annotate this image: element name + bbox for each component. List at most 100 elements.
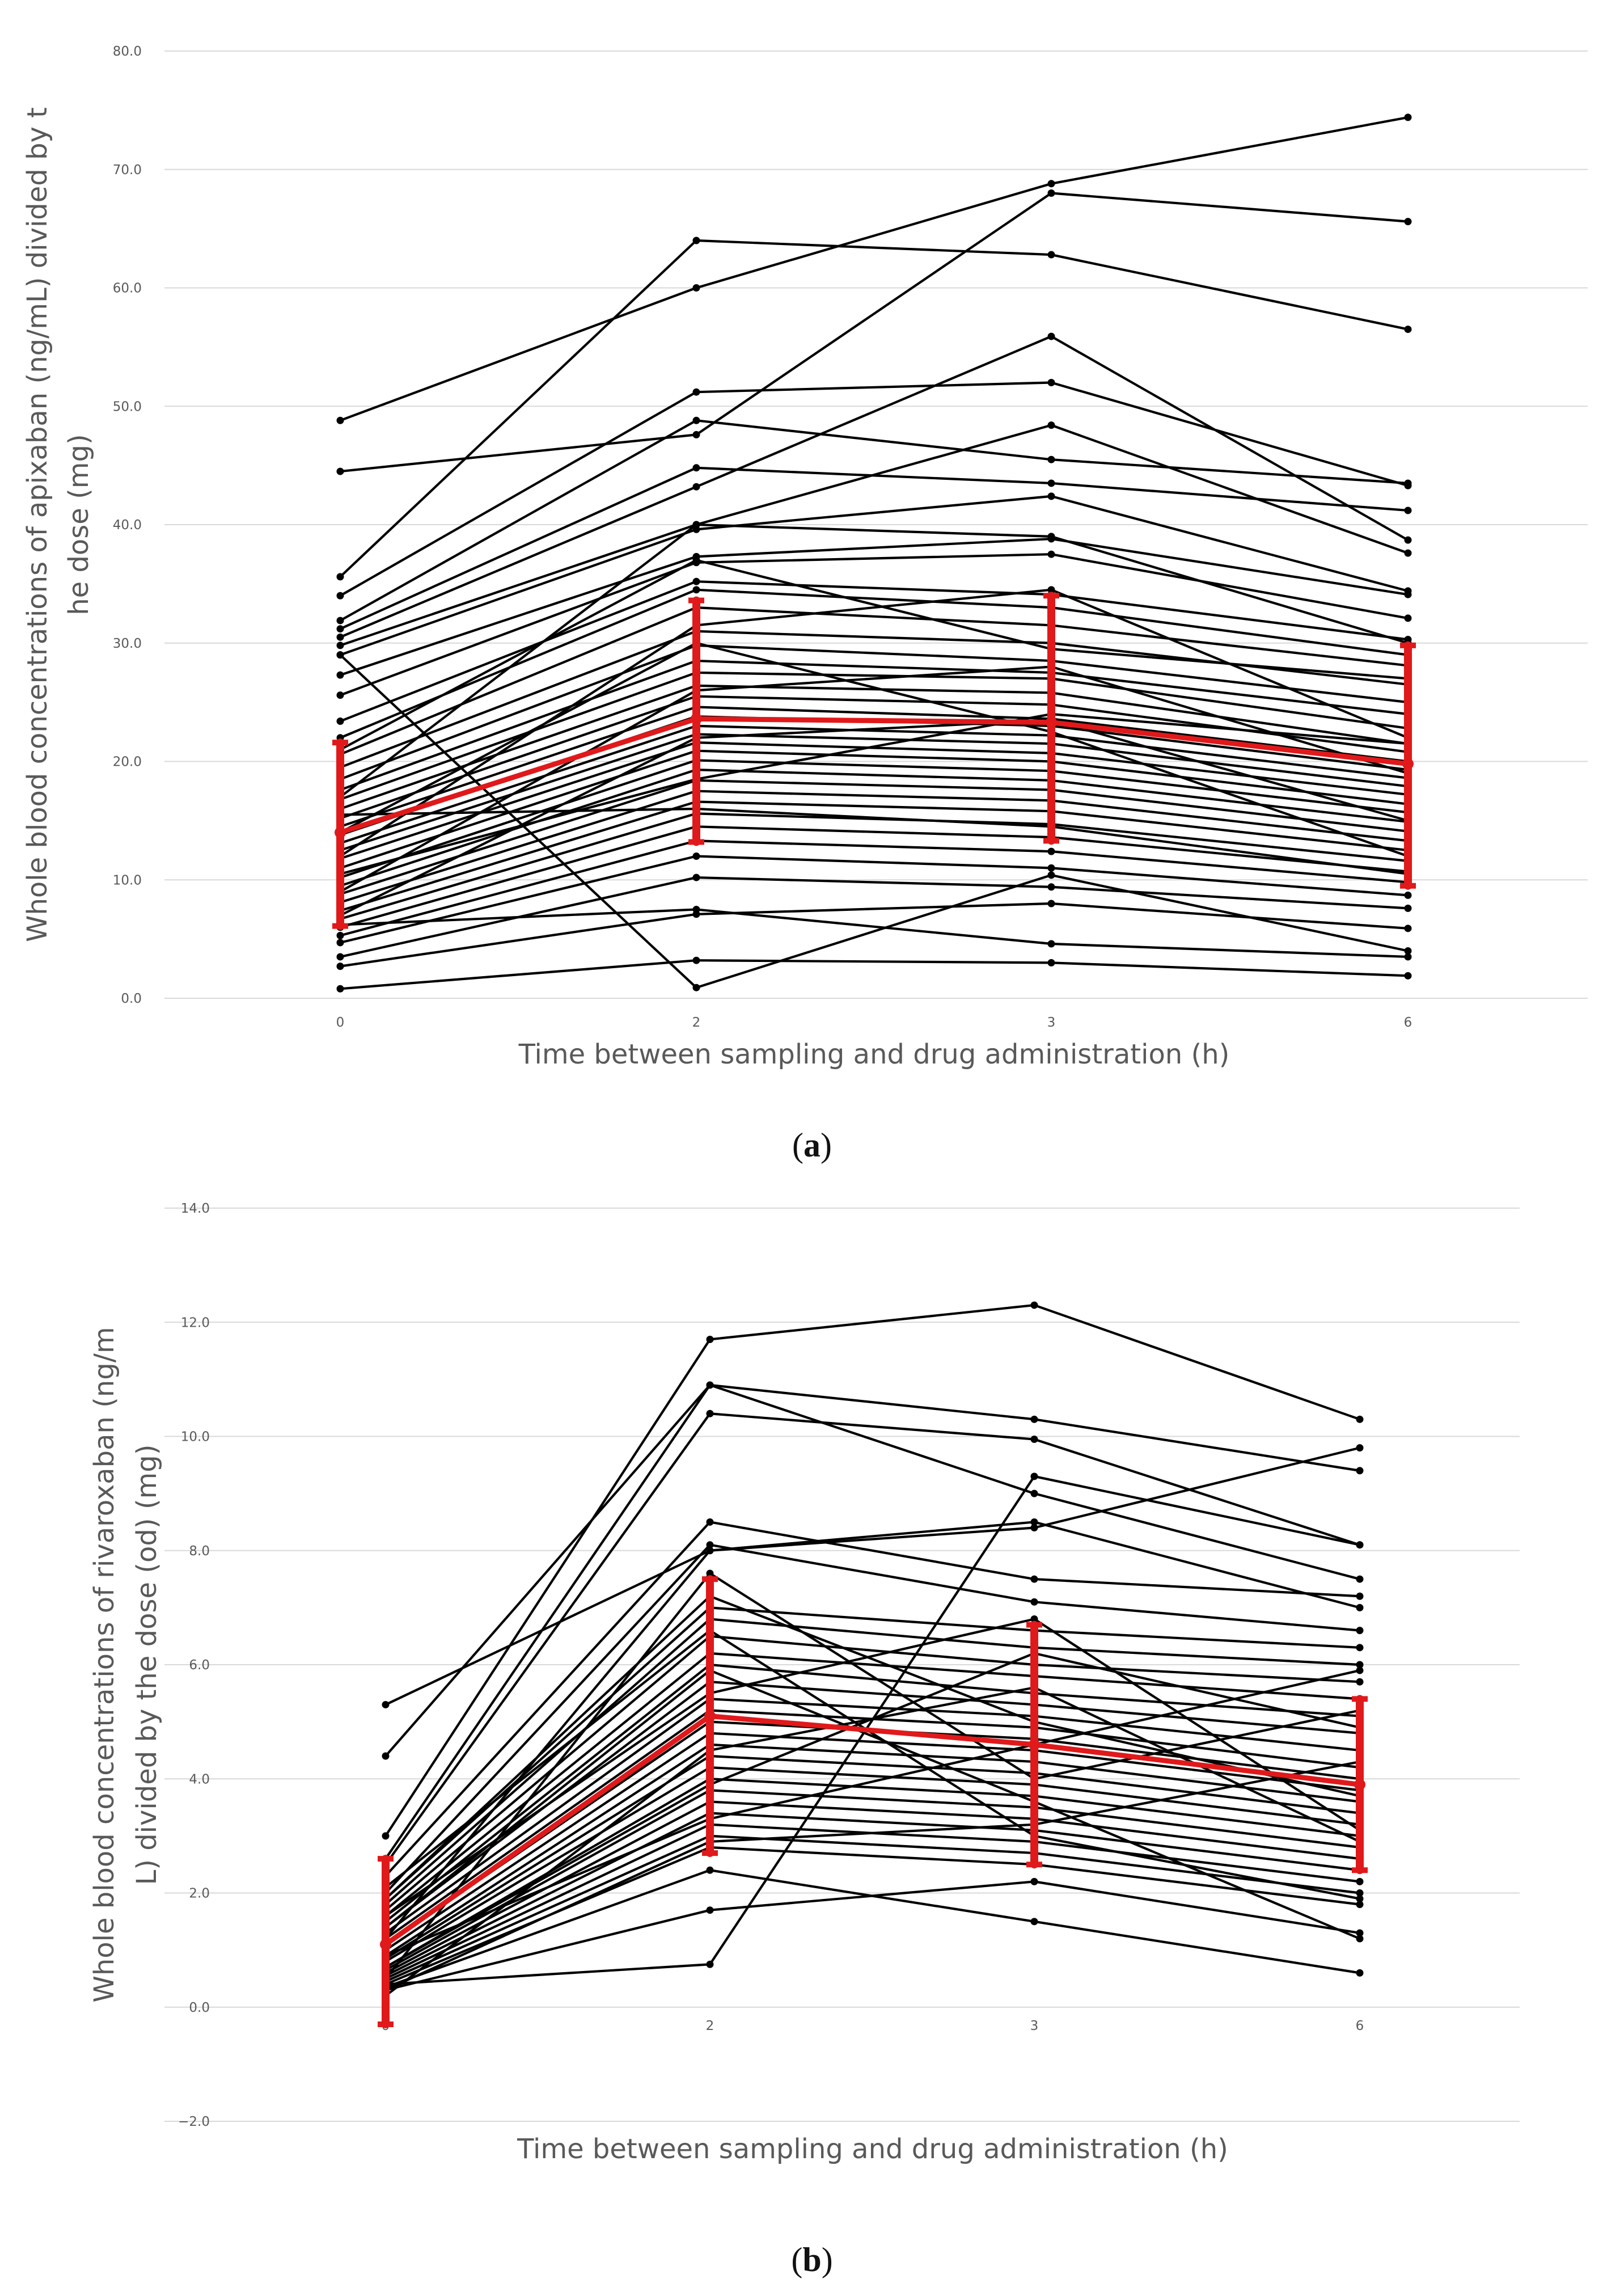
y-tick-label: 0.0 xyxy=(189,2000,210,2015)
apixaban-chart: 0.0 10.0 20.0 30.0 40.0 50.0 60.0 70.0 80.0 0 2 3 6… xyxy=(22,44,1588,1070)
patient-series-line xyxy=(384,1698,1360,1934)
patient-series-line xyxy=(340,553,1409,697)
patient-series-line xyxy=(384,1789,1360,1972)
patient-series-line xyxy=(384,1618,1360,1906)
patient-data-point xyxy=(706,1335,714,1343)
patient-data-point xyxy=(1030,1918,1038,1926)
caption-b: (b) xyxy=(791,2241,833,2278)
y-tick-label: 10.0 xyxy=(181,1430,210,1445)
patient-data-point xyxy=(1356,1929,1364,1937)
mean-point xyxy=(1354,1779,1365,1791)
y-tick-label: 40.0 xyxy=(113,518,142,533)
patient-series-line xyxy=(384,1303,1360,1837)
patient-series-line xyxy=(339,665,1409,893)
mean-point xyxy=(380,1939,391,1951)
patient-data-point xyxy=(1047,332,1055,340)
patient-series-line xyxy=(384,1652,1360,1917)
patient-series-line xyxy=(385,1834,1360,1983)
y-tick-label: 8.0 xyxy=(189,1544,210,1559)
y-tick-label: 50.0 xyxy=(113,399,142,414)
mean-line xyxy=(339,716,1409,835)
patient-data-point xyxy=(1404,507,1412,514)
patient-series-line xyxy=(385,1880,1360,1991)
patient-data-point xyxy=(1404,479,1412,487)
patient-data-point xyxy=(692,430,700,438)
mean-line xyxy=(384,1713,1360,1947)
patient-series-line xyxy=(384,1663,1360,1923)
patient-series-line xyxy=(385,1446,1360,1706)
patient-data-point xyxy=(1356,1935,1364,1943)
patient-data-point xyxy=(1356,1895,1364,1903)
patient-series-line xyxy=(384,1383,1360,1757)
patient-data-point xyxy=(1404,113,1412,121)
patient-data-point xyxy=(1047,421,1055,429)
patient-data-point xyxy=(1047,180,1055,188)
patient-data-point xyxy=(336,953,344,961)
patient-series-line xyxy=(339,588,1409,858)
patient-data-point xyxy=(1356,1592,1364,1600)
patient-data-point xyxy=(1356,1901,1364,1909)
y-tick-label: −2.0 xyxy=(178,2114,210,2129)
y-tick-label: 60.0 xyxy=(113,281,142,296)
patient-data-point xyxy=(336,467,344,475)
patient-series-line xyxy=(340,825,1409,928)
patient-data-point xyxy=(706,1547,714,1555)
mean-point xyxy=(691,713,702,725)
patient-series-line xyxy=(340,588,1409,739)
patient-data-point xyxy=(692,284,700,292)
patient-data-point xyxy=(692,237,700,244)
patient-series-line xyxy=(385,1475,1360,1986)
patient-series-line xyxy=(384,1618,1361,1917)
patient-series-line xyxy=(384,1652,1360,1969)
patient-series-line xyxy=(340,779,1409,896)
patient-series-line xyxy=(384,1669,1360,1940)
patient-series-line xyxy=(340,641,1409,858)
y-tick-label: 14.0 xyxy=(181,1201,210,1216)
patient-data-point xyxy=(1047,847,1055,855)
patient-series-line xyxy=(340,424,1409,647)
y-tick-label: 80.0 xyxy=(113,44,142,59)
x-tick-label: 2 xyxy=(706,2019,714,2033)
y-tick-label: 20.0 xyxy=(113,755,142,770)
patient-data-point xyxy=(1356,1415,1364,1423)
patient-data-point xyxy=(706,1960,714,1968)
patient-data-point xyxy=(1356,1467,1364,1475)
patient-series-line xyxy=(384,1732,1360,1951)
y-tick-label: 4.0 xyxy=(189,1772,210,1787)
patient-data-point xyxy=(692,483,700,491)
y-axis-title-line-1: Whole blood concentrations of apixaban (… xyxy=(22,107,53,942)
y-tick-label: 6.0 xyxy=(189,1658,210,1673)
patient-data-point xyxy=(1404,614,1412,622)
patient-data-point xyxy=(692,984,700,991)
patient-data-point xyxy=(1047,251,1055,259)
patient-data-point xyxy=(336,617,344,624)
patient-data-point xyxy=(336,691,344,699)
mean-point xyxy=(1029,1738,1040,1750)
patient-data-point xyxy=(336,625,344,633)
patient-data-point xyxy=(336,931,344,939)
patient-series-line xyxy=(384,1629,1360,1900)
patient-data-point xyxy=(692,586,700,594)
patient-data-point xyxy=(1404,947,1412,955)
mean-point xyxy=(1046,716,1057,728)
y-gridlines xyxy=(164,1208,1520,2122)
patient-data-point xyxy=(1030,1615,1038,1623)
patient-data-point xyxy=(1356,1603,1364,1611)
y-tick-label: 70.0 xyxy=(113,163,142,178)
patient-series xyxy=(382,1301,1364,2000)
patient-series-line xyxy=(340,659,1409,791)
patient-data-point xyxy=(692,956,700,964)
patient-data-point xyxy=(1356,1678,1364,1686)
patient-data-point xyxy=(1030,1575,1038,1583)
patient-series-line xyxy=(384,1543,1360,1894)
patient-data-point xyxy=(1030,1472,1038,1480)
patient-series-line xyxy=(384,1606,1360,1900)
patient-data-point xyxy=(706,1866,714,1874)
patient-series-line xyxy=(340,908,1409,959)
patient-data-point xyxy=(1047,550,1055,558)
patient-data-point xyxy=(1047,533,1055,541)
patient-series-line xyxy=(384,1595,1360,1900)
